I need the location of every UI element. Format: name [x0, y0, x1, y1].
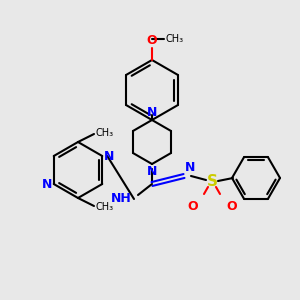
Text: S: S: [206, 175, 218, 190]
Text: CH₃: CH₃: [96, 128, 114, 138]
Text: O: O: [147, 34, 157, 47]
Text: N: N: [147, 106, 157, 119]
Text: N: N: [104, 149, 115, 163]
Text: CH₃: CH₃: [165, 34, 183, 44]
Text: NH: NH: [111, 191, 132, 205]
Text: N: N: [147, 165, 157, 178]
Text: N: N: [41, 178, 52, 190]
Text: O: O: [226, 200, 237, 213]
Text: O: O: [188, 200, 198, 213]
Text: N: N: [185, 161, 195, 174]
Text: CH₃: CH₃: [96, 202, 114, 212]
